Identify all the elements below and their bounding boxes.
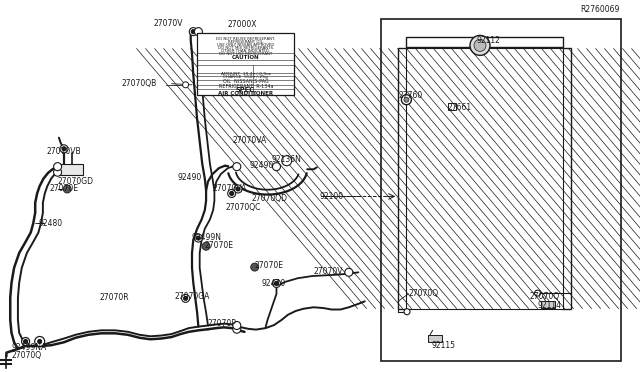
- Text: 27070E: 27070E: [205, 241, 234, 250]
- Text: 27070GA: 27070GA: [174, 292, 209, 301]
- Text: 92100: 92100: [320, 192, 344, 201]
- Bar: [541, 301, 555, 308]
- Text: 92136N: 92136N: [271, 155, 301, 164]
- Text: 27070VB: 27070VB: [46, 147, 81, 156]
- Circle shape: [182, 82, 189, 88]
- Text: 27070VA: 27070VA: [233, 136, 268, 145]
- Circle shape: [63, 185, 71, 193]
- Text: CHARGE  550+/-25g: CHARGE 550+/-25g: [223, 76, 268, 79]
- Circle shape: [234, 185, 242, 193]
- Bar: [406, 48, 563, 309]
- Text: REFRIGERANT OIL.: REFRIGERANT OIL.: [228, 41, 264, 44]
- Text: 92490: 92490: [250, 161, 274, 170]
- Circle shape: [38, 340, 42, 343]
- Text: OTHER THAN INDICATED.: OTHER THAN INDICATED.: [221, 49, 270, 53]
- Circle shape: [54, 163, 61, 171]
- Text: AIR CONDITIONER: AIR CONDITIONER: [218, 91, 273, 96]
- Bar: [58, 164, 83, 175]
- Circle shape: [195, 28, 202, 36]
- Circle shape: [184, 296, 188, 300]
- Circle shape: [24, 340, 28, 343]
- Circle shape: [474, 39, 486, 51]
- Text: 27070Q: 27070Q: [12, 351, 42, 360]
- Circle shape: [191, 30, 195, 33]
- Circle shape: [62, 147, 66, 151]
- Circle shape: [404, 97, 409, 102]
- Circle shape: [282, 156, 292, 166]
- Circle shape: [195, 234, 202, 242]
- Circle shape: [60, 145, 68, 153]
- Text: REFRIGERANT  R-134a: REFRIGERANT R-134a: [218, 84, 273, 89]
- Text: 27070VA: 27070VA: [212, 184, 247, 193]
- Text: 27070E: 27070E: [255, 262, 284, 270]
- Text: 27661: 27661: [448, 103, 472, 112]
- Text: 27760: 27760: [398, 92, 422, 100]
- Text: CAUTION: CAUTION: [232, 55, 260, 60]
- Circle shape: [233, 321, 241, 330]
- Circle shape: [470, 35, 490, 55]
- Circle shape: [182, 294, 189, 302]
- Text: DO NOT USE REFRIGERANT: DO NOT USE REFRIGERANT: [219, 52, 273, 56]
- Text: 27070QB: 27070QB: [122, 79, 157, 88]
- Text: 27070P: 27070P: [208, 319, 237, 328]
- Circle shape: [275, 282, 278, 285]
- Text: 92112: 92112: [477, 36, 500, 45]
- Text: 27070V: 27070V: [314, 267, 343, 276]
- Circle shape: [534, 290, 541, 296]
- Circle shape: [236, 187, 240, 191]
- Text: SPEC.: SPEC.: [235, 87, 257, 93]
- Text: USE ONLY NISSAN APPROVED: USE ONLY NISSAN APPROVED: [217, 44, 275, 47]
- Text: 27070V: 27070V: [154, 19, 183, 28]
- Text: DO NOT REUSE REFRIGERANT.: DO NOT REUSE REFRIGERANT.: [216, 38, 275, 41]
- Circle shape: [54, 168, 61, 176]
- Circle shape: [202, 242, 210, 250]
- Text: 92490: 92490: [178, 173, 202, 182]
- Text: 27070Q: 27070Q: [530, 292, 560, 301]
- Circle shape: [228, 189, 236, 198]
- Text: 27070E: 27070E: [50, 185, 79, 193]
- Text: AMOUNT  19.4+/-0.9oz: AMOUNT 19.4+/-0.9oz: [221, 72, 271, 76]
- Circle shape: [22, 337, 29, 346]
- Text: 27070QC: 27070QC: [225, 203, 260, 212]
- Circle shape: [233, 325, 241, 333]
- Text: R2760069: R2760069: [580, 5, 620, 14]
- Bar: [562, 48, 571, 309]
- Text: DO NOT MIX REFRIGERANTS.: DO NOT MIX REFRIGERANTS.: [218, 46, 274, 50]
- Text: 92499NA: 92499NA: [12, 343, 47, 352]
- Text: 27070Q: 27070Q: [408, 289, 438, 298]
- Text: 27070R: 27070R: [99, 293, 129, 302]
- Bar: [406, 37, 563, 46]
- Circle shape: [233, 163, 241, 171]
- Text: 92480: 92480: [38, 219, 63, 228]
- Text: 92115: 92115: [432, 341, 456, 350]
- Circle shape: [404, 309, 410, 315]
- Circle shape: [273, 163, 280, 171]
- Bar: [448, 103, 456, 110]
- Circle shape: [196, 236, 200, 240]
- Text: 92114: 92114: [538, 301, 562, 310]
- Circle shape: [189, 28, 197, 36]
- Text: 27070QD: 27070QD: [252, 194, 287, 203]
- Bar: [406, 48, 563, 309]
- Text: 27070GD: 27070GD: [58, 177, 93, 186]
- Text: 92440: 92440: [261, 279, 285, 288]
- Circle shape: [345, 268, 353, 276]
- Text: OIL  NISSAN S-PAG: OIL NISSAN S-PAG: [223, 79, 269, 84]
- Circle shape: [251, 263, 259, 271]
- Text: 92499N: 92499N: [192, 233, 222, 242]
- Bar: [381, 19, 621, 361]
- Text: 27000X: 27000X: [227, 20, 257, 29]
- Circle shape: [230, 192, 234, 195]
- Circle shape: [273, 279, 280, 288]
- Bar: [428, 335, 442, 342]
- Circle shape: [35, 337, 45, 346]
- Bar: [197, 33, 294, 95]
- Bar: [398, 48, 407, 309]
- Circle shape: [401, 95, 412, 105]
